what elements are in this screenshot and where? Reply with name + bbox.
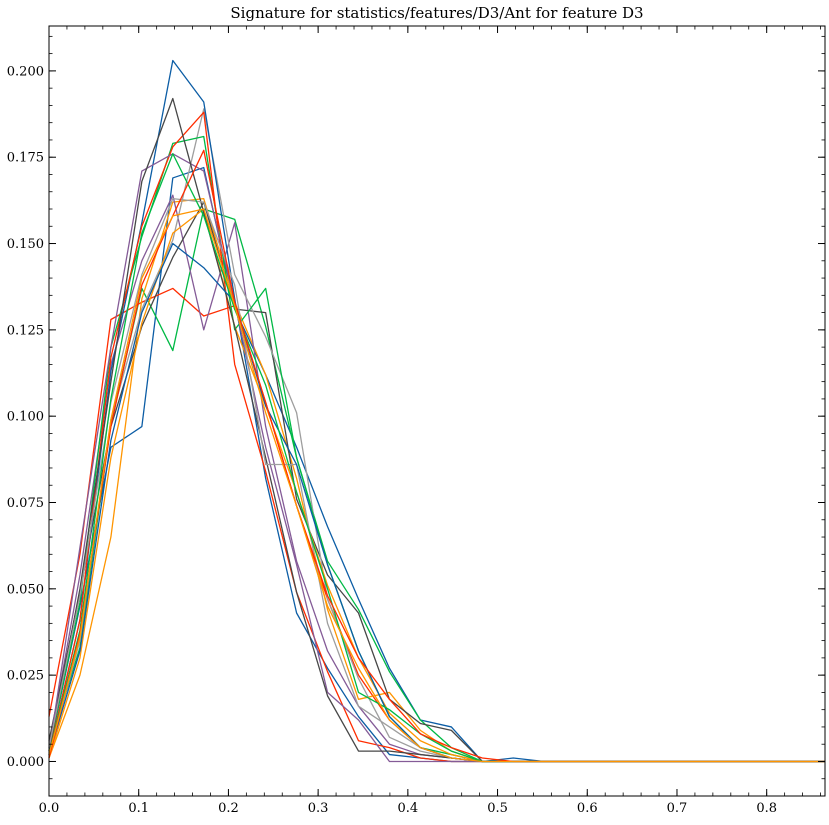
y-tick-label: 0.025 xyxy=(7,669,44,684)
plot-series-group xyxy=(48,59,825,763)
x-axis-ticks: 0.0 0.1 0.2 0.3 0.4 0.5 0.6 0.7 0.8 xyxy=(39,26,821,816)
series-line-18 xyxy=(48,208,825,763)
x-tick-label: 0.4 xyxy=(398,801,419,816)
series-line-6 xyxy=(48,201,825,763)
series-line-4 xyxy=(48,197,825,763)
y-tick-label: 0.125 xyxy=(7,323,44,338)
series-line-5 xyxy=(48,194,825,763)
x-tick-label: 0.1 xyxy=(128,801,149,816)
x-tick-label: 0.3 xyxy=(308,801,329,816)
y-axis-ticks: 0.000 0.025 0.050 0.075 0.100 0.125 0.150 0.175… xyxy=(7,35,825,780)
series-line-12 xyxy=(48,153,825,763)
series-line-7 xyxy=(48,108,825,763)
y-tick-label: 0.150 xyxy=(7,237,44,252)
series-line-14 xyxy=(48,197,825,763)
y-tick-label: 0.175 xyxy=(7,151,44,166)
x-tick-label: 0.6 xyxy=(577,801,598,816)
plot-frame xyxy=(48,25,826,797)
series-line-16 xyxy=(48,153,825,763)
x-tick-label: 0.5 xyxy=(487,801,508,816)
chart-title: Signature for statistics/features/D3/Ant… xyxy=(230,4,643,22)
x-tick-label: 0.7 xyxy=(667,801,688,816)
series-line-13 xyxy=(48,97,825,763)
y-tick-label: 0.100 xyxy=(7,410,44,425)
series-line-15 xyxy=(48,242,825,763)
x-tick-label: 0.0 xyxy=(39,801,60,816)
y-tick-label: 0.200 xyxy=(7,64,44,79)
axes-frame xyxy=(48,25,826,797)
y-tick-label: 0.000 xyxy=(7,755,44,770)
x-tick-label: 0.2 xyxy=(218,801,239,816)
y-tick-label: 0.075 xyxy=(7,496,44,511)
series-line-3 xyxy=(48,287,825,763)
y-tick-label: 0.050 xyxy=(7,582,44,597)
x-tick-label: 0.8 xyxy=(756,801,777,816)
